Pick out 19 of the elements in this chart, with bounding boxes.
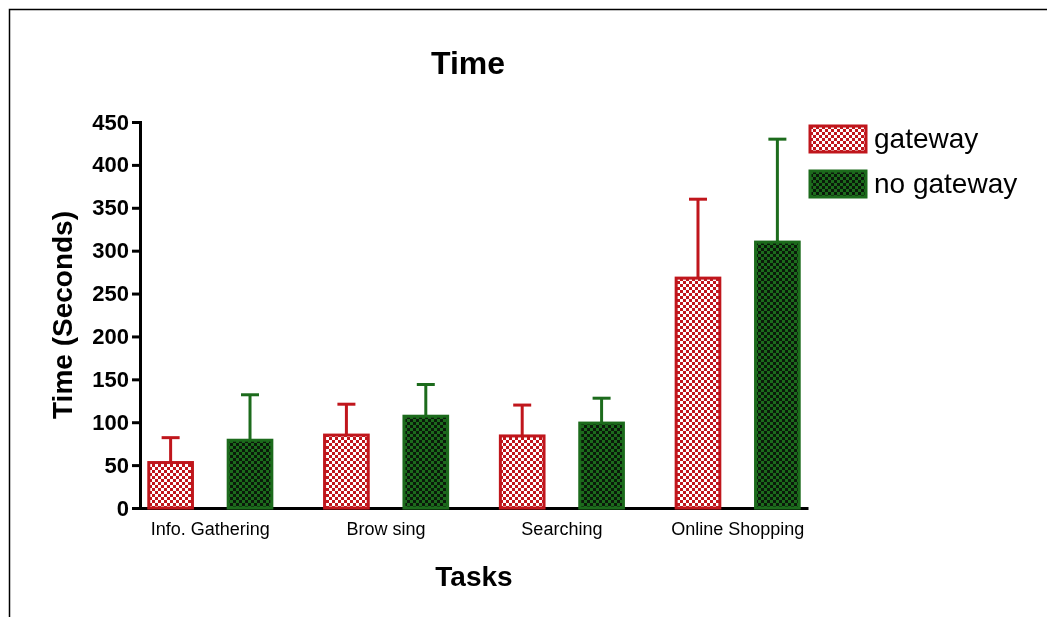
y-tick-label: 50 [104,452,129,478]
y-tick-label: 450 [92,109,129,135]
y-tick-label: 350 [92,195,129,221]
y-tick-label: 400 [92,152,129,178]
x-tick-label: Searching [521,518,603,539]
x-tick-label: Brow sing [346,518,426,539]
y-axis-title: Time (Seconds) [47,211,78,419]
x-tick-label: Info. Gathering [150,518,270,539]
legend-label: gateway [874,123,979,154]
y-tick-label: 300 [92,238,129,264]
y-tick-label: 250 [92,281,129,307]
y-tick-label: 0 [116,495,129,521]
y-tick-label: 150 [92,366,129,392]
chart-title: Time [430,45,506,81]
x-tick-label: Online Shopping [671,518,805,539]
legend-label: no gateway [874,168,1018,199]
x-axis-title: Tasks [435,561,513,592]
y-tick-label: 100 [92,409,129,435]
y-tick-label: 200 [92,323,129,349]
